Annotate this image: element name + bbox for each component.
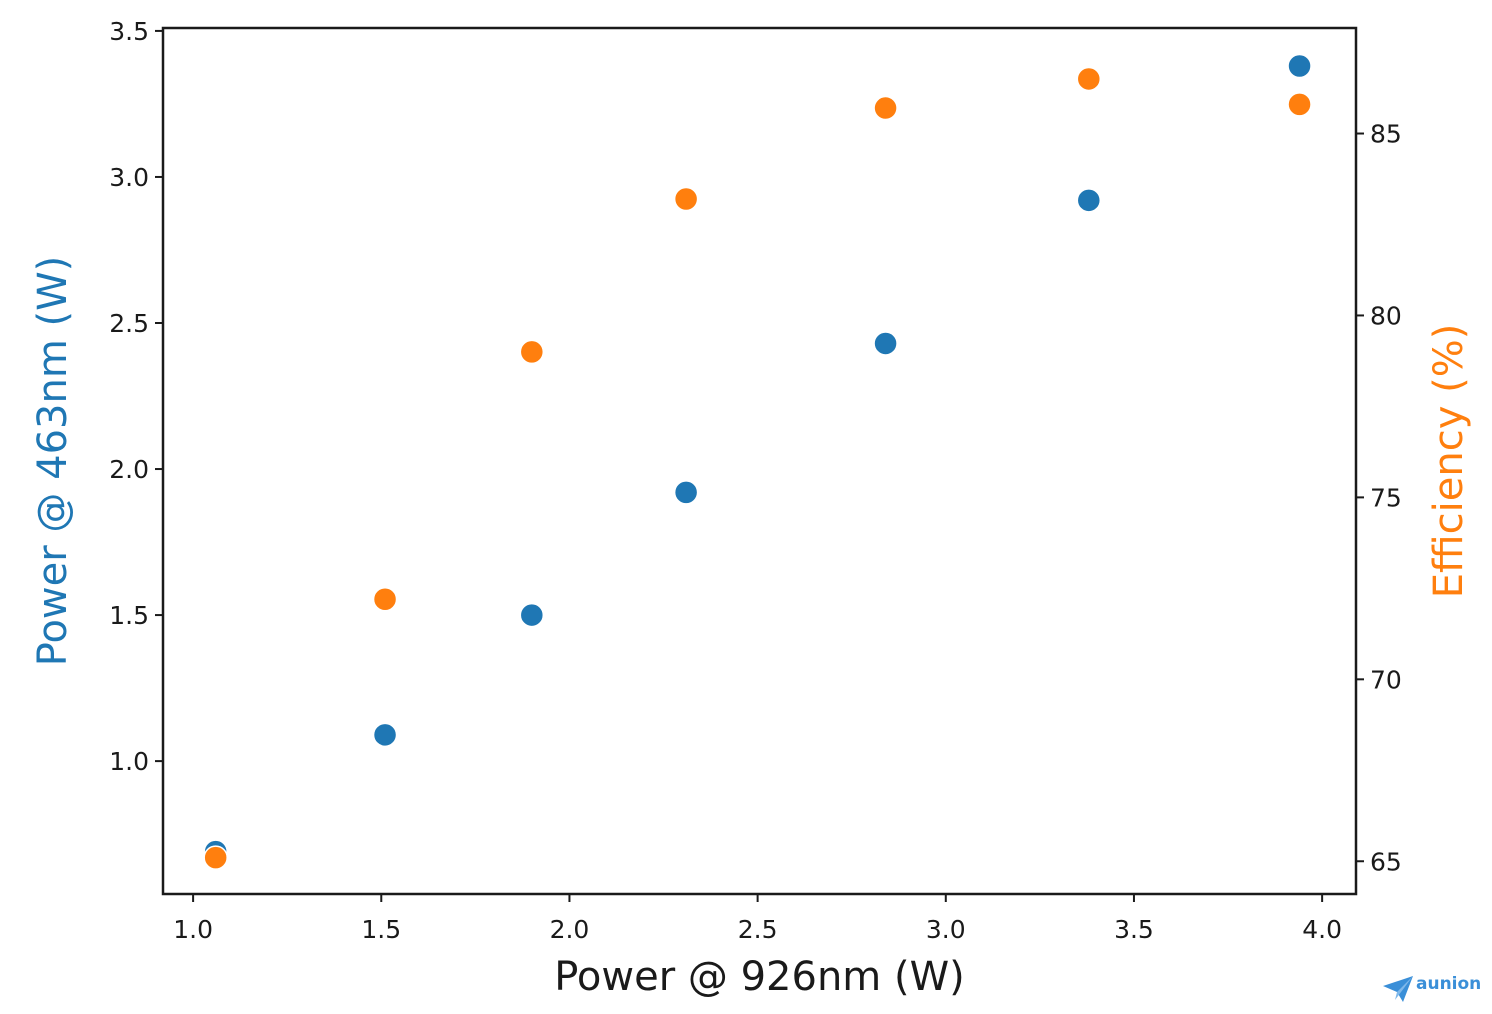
right-y-tick-label: 70 xyxy=(1370,665,1402,694)
power-463-point xyxy=(519,602,545,628)
plot-frame xyxy=(161,26,1358,896)
efficiency-point xyxy=(203,845,228,870)
power-463-point xyxy=(673,480,699,505)
efficiency-point xyxy=(519,339,545,365)
x-tick-label: 4.0 xyxy=(1302,915,1342,944)
right-y-tick-label: 65 xyxy=(1370,847,1402,876)
left-y-tick-label: 3.5 xyxy=(109,17,149,46)
left-y-tick-label: 1.5 xyxy=(109,601,149,630)
efficiency-point xyxy=(873,95,898,121)
right-y-tick-label: 85 xyxy=(1370,120,1402,149)
x-tick-label: 2.5 xyxy=(738,915,778,944)
efficiency-point xyxy=(1076,66,1102,92)
x-tick-label: 1.5 xyxy=(361,915,401,944)
right-y-axis-title: Efficiency (%) xyxy=(1426,324,1472,599)
right-y-tick-label: 80 xyxy=(1370,301,1402,330)
efficiency-point xyxy=(673,186,699,212)
efficiency-point xyxy=(372,587,398,612)
paper-plane-icon xyxy=(1383,976,1413,1002)
x-tick-label: 3.0 xyxy=(926,915,966,944)
x-axis-title: Power @ 926nm (W) xyxy=(554,954,965,1000)
x-tick-label: 3.5 xyxy=(1114,915,1154,944)
power-463-point xyxy=(1287,53,1312,79)
power-463-point xyxy=(372,722,398,748)
x-tick-label: 2.0 xyxy=(550,915,590,944)
watermark-text: aunion xyxy=(1416,974,1482,994)
left-y-tick-label: 2.5 xyxy=(109,309,149,338)
left-y-tick-label: 1.0 xyxy=(109,747,149,776)
power-463-point xyxy=(873,331,898,356)
left-y-tick-label: 3.0 xyxy=(109,163,149,192)
data-points xyxy=(203,53,1312,870)
watermark-logo: aunion xyxy=(1382,972,1482,1008)
axis-ticks: 1.0 1.5 2.0 2.5 3.0 3.5 4.0 1.0 1.5 2.0 2.5 3.0 3.5 6… xyxy=(109,17,1402,944)
efficiency-point xyxy=(1287,92,1312,117)
power-463-point xyxy=(1076,188,1102,213)
left-y-axis-title: Power @ 463nm (W) xyxy=(30,256,76,667)
x-tick-label: 1.0 xyxy=(173,915,213,944)
right-y-tick-label: 75 xyxy=(1370,483,1402,512)
left-y-tick-label: 2.0 xyxy=(109,455,149,484)
